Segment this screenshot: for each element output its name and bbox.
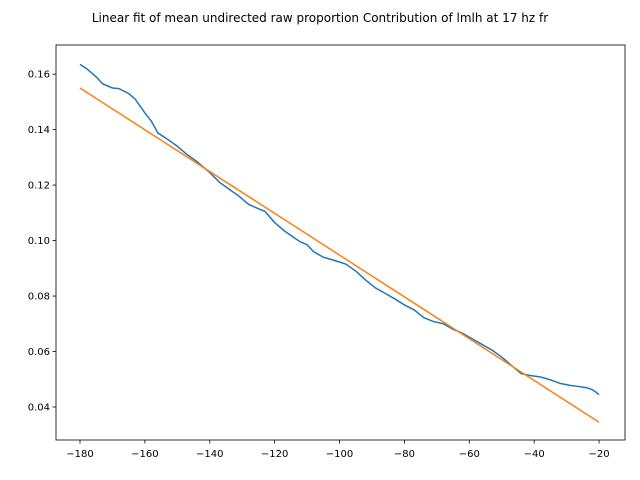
x-tick-label: −160: [131, 449, 158, 460]
x-tick-label: −60: [459, 449, 480, 460]
y-tick-label: 0.06: [28, 347, 50, 358]
line-series: [79, 87, 600, 423]
y-tick-label: 0.12: [28, 181, 50, 192]
x-tick-label: −180: [66, 449, 93, 460]
x-tick-label: −20: [588, 449, 609, 460]
chart-title: Linear fit of mean undirected raw propor…: [92, 11, 548, 25]
plot-frame: [55, 44, 626, 441]
y-tick-label: 0.08: [28, 292, 50, 303]
y-tick-label: 0.16: [28, 70, 50, 81]
x-tick-label: −80: [394, 449, 415, 460]
y-tick-label: 0.14: [28, 125, 50, 136]
x-tick-label: −100: [326, 449, 353, 460]
y-tick-label: 0.10: [28, 236, 50, 247]
x-tick-label: −140: [196, 449, 223, 460]
x-tick-label: −40: [524, 449, 545, 460]
x-tick-label: −120: [261, 449, 288, 460]
y-tick-label: 0.04: [28, 402, 50, 413]
